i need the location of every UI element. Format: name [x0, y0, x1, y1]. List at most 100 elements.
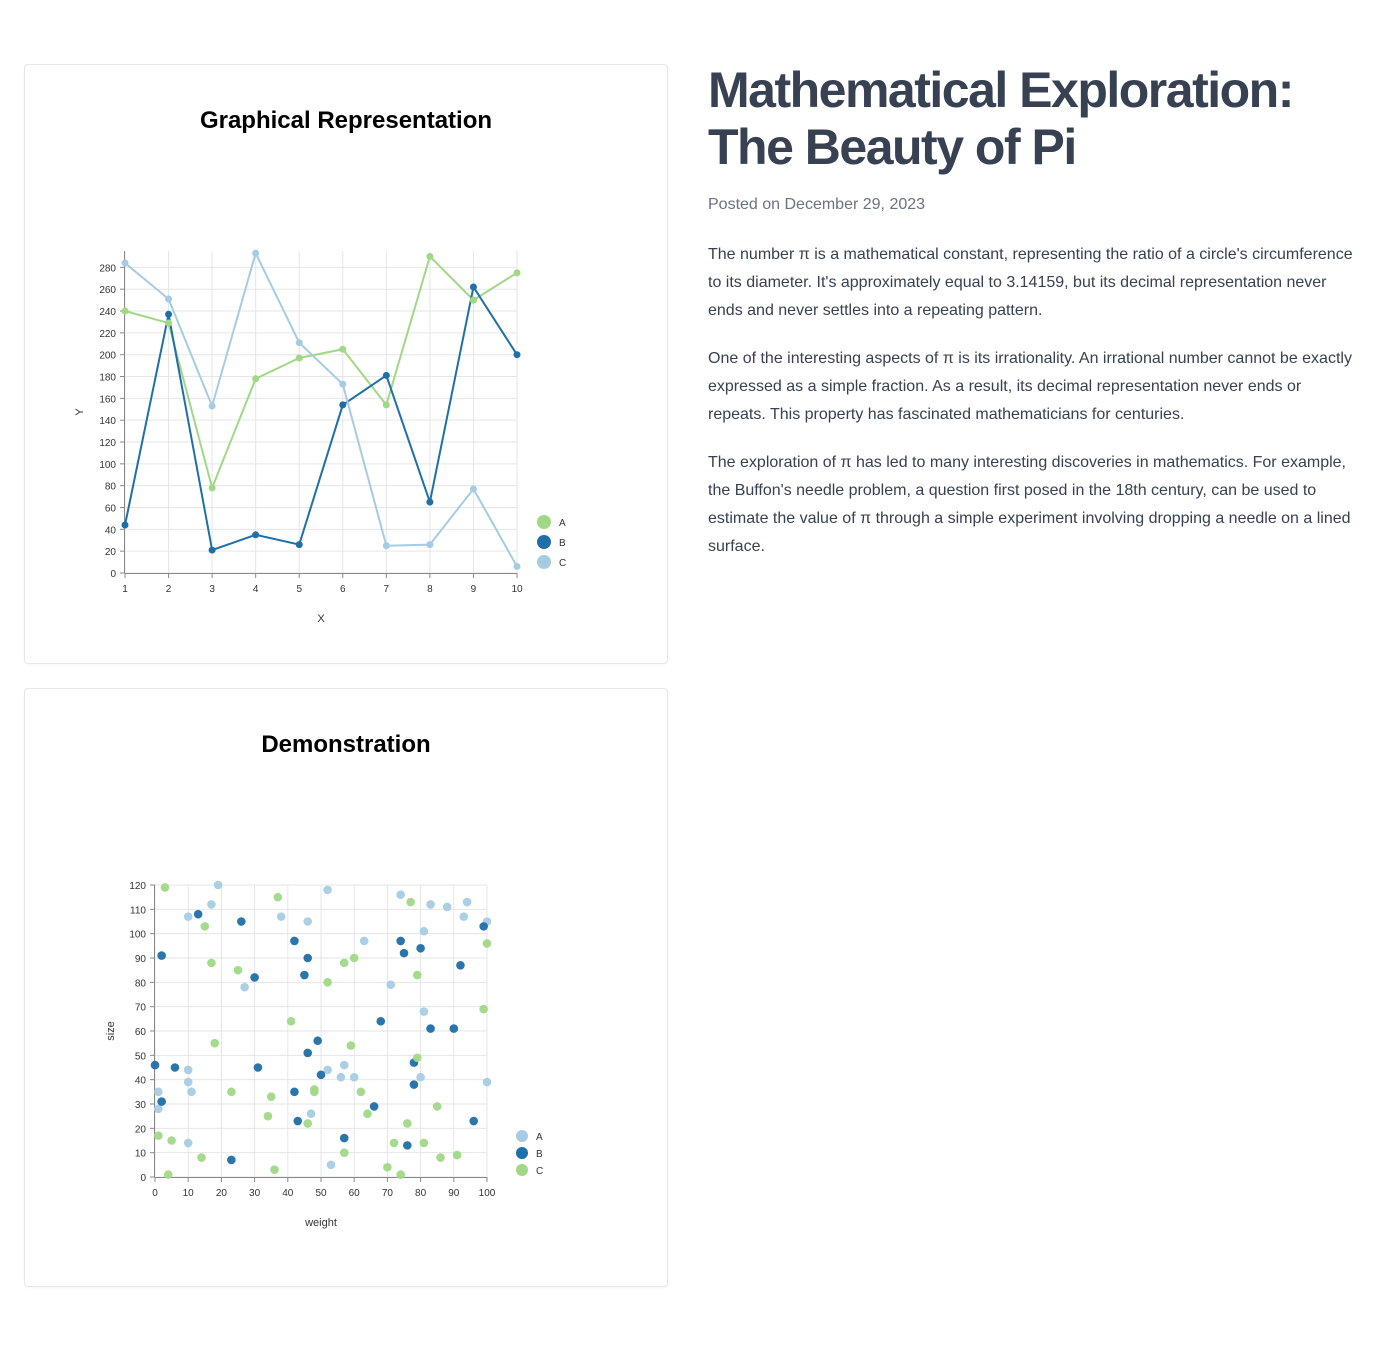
y-tick-label: 90	[135, 954, 147, 965]
data-point-A	[349, 1072, 359, 1082]
y-tick-label: 60	[105, 504, 117, 515]
data-point-A	[326, 1160, 336, 1170]
y-tick-label: 260	[99, 285, 116, 296]
scatter-chart-title: Demonstration	[261, 731, 431, 758]
x-tick-label: 70	[382, 1188, 394, 1199]
data-point-A	[462, 897, 472, 907]
legend-label: C	[559, 558, 566, 569]
y-tick-label: 20	[105, 547, 117, 558]
data-point-C	[227, 1087, 236, 1097]
data-point-B	[300, 970, 309, 980]
data-point-B	[382, 371, 390, 379]
data-point-A	[183, 1077, 193, 1087]
data-point-A	[442, 902, 452, 912]
y-tick-label: 120	[129, 881, 146, 892]
data-point-C	[160, 883, 170, 892]
data-point-B	[290, 1087, 299, 1097]
data-point-C	[165, 295, 173, 303]
y-tick-label: 0	[140, 1173, 146, 1184]
y-tick-label: 180	[99, 373, 116, 384]
x-tick-label: 20	[216, 1188, 228, 1199]
data-point-B	[237, 917, 246, 926]
y-tick-label: 100	[129, 930, 146, 941]
y-axis-label: size	[105, 1021, 117, 1041]
data-point-C	[426, 541, 434, 549]
data-point-C	[207, 958, 216, 968]
data-point-B	[170, 1063, 180, 1072]
data-point-C	[208, 402, 216, 410]
data-point-C	[252, 249, 260, 257]
data-point-C	[197, 1153, 206, 1162]
data-point-A	[336, 1072, 346, 1082]
data-point-B	[313, 1036, 322, 1046]
x-tick-label: 100	[479, 1188, 496, 1199]
data-point-A	[339, 1060, 349, 1070]
legend-swatch-A	[516, 1130, 528, 1142]
data-point-B	[121, 521, 129, 529]
y-tick-label: 120	[99, 438, 116, 449]
data-point-B	[449, 1024, 459, 1033]
data-point-C	[349, 953, 359, 963]
y-axis-label: Y	[74, 408, 86, 416]
x-tick-label: 10	[183, 1188, 195, 1199]
data-point-C	[339, 1148, 349, 1157]
y-tick-label: 160	[99, 394, 116, 405]
data-point-B	[250, 973, 259, 982]
data-point-C	[310, 1087, 319, 1097]
data-point-A	[359, 936, 369, 946]
article-paragraph: The exploration of π has led to many int…	[708, 454, 1351, 555]
y-tick-label: 20	[135, 1124, 147, 1135]
legend-swatch-B	[537, 535, 551, 549]
data-point-C	[363, 1109, 372, 1119]
data-point-B	[416, 943, 425, 953]
data-point-B	[426, 1024, 435, 1033]
x-axis-label: X	[317, 613, 325, 625]
data-point-B	[303, 953, 313, 963]
data-point-A	[183, 1138, 193, 1148]
data-point-A	[183, 1065, 193, 1075]
data-point-C	[167, 1136, 176, 1145]
x-axis-label: weight	[304, 1217, 337, 1229]
data-point-B	[303, 1048, 313, 1058]
data-point-A	[252, 375, 260, 383]
data-point-C	[452, 1150, 462, 1160]
article-paragraph: The number π is a mathematical constant,…	[708, 246, 1353, 319]
data-point-A	[469, 296, 477, 304]
data-point-C	[356, 1087, 366, 1097]
data-point-A	[426, 252, 434, 260]
data-point-C	[406, 897, 415, 907]
data-point-A	[459, 912, 469, 921]
series-line-A	[124, 254, 518, 492]
data-point-A	[416, 1072, 425, 1082]
data-point-C	[396, 1170, 405, 1179]
series-line-B	[124, 284, 518, 552]
x-tick-label: 7	[384, 584, 390, 595]
data-point-A	[154, 1104, 163, 1114]
x-tick-label: 40	[282, 1188, 294, 1199]
post-date: Posted on December 29, 2023	[708, 196, 926, 213]
data-point-B	[396, 936, 405, 946]
legend-swatch-C	[516, 1164, 528, 1176]
y-tick-label: 40	[135, 1076, 147, 1087]
data-point-A	[306, 1109, 316, 1119]
data-point-B	[165, 310, 173, 318]
data-point-B	[208, 546, 216, 554]
scatter-chart: 0 10 20 30 40 50 60 70 80 90 100 0 10 20 30 40 50 60 70 80 9…	[105, 880, 543, 1229]
data-point-C	[412, 970, 422, 980]
data-point-B	[456, 961, 465, 970]
data-point-C	[482, 939, 492, 948]
data-point-C	[154, 1131, 163, 1140]
data-point-B	[469, 1116, 479, 1126]
data-point-C	[200, 922, 210, 931]
y-tick-label: 40	[105, 525, 117, 536]
data-point-A	[323, 1065, 332, 1075]
data-point-B	[369, 1102, 379, 1111]
article-paragraph: One of the interesting aspects of π is i…	[708, 350, 1352, 423]
data-point-C	[436, 1153, 445, 1162]
data-point-C	[263, 1111, 273, 1121]
data-point-A	[208, 484, 216, 492]
data-point-A	[482, 1077, 492, 1087]
x-tick-label: 50	[315, 1188, 327, 1199]
grid	[154, 884, 488, 1178]
data-point-B	[157, 1097, 166, 1106]
